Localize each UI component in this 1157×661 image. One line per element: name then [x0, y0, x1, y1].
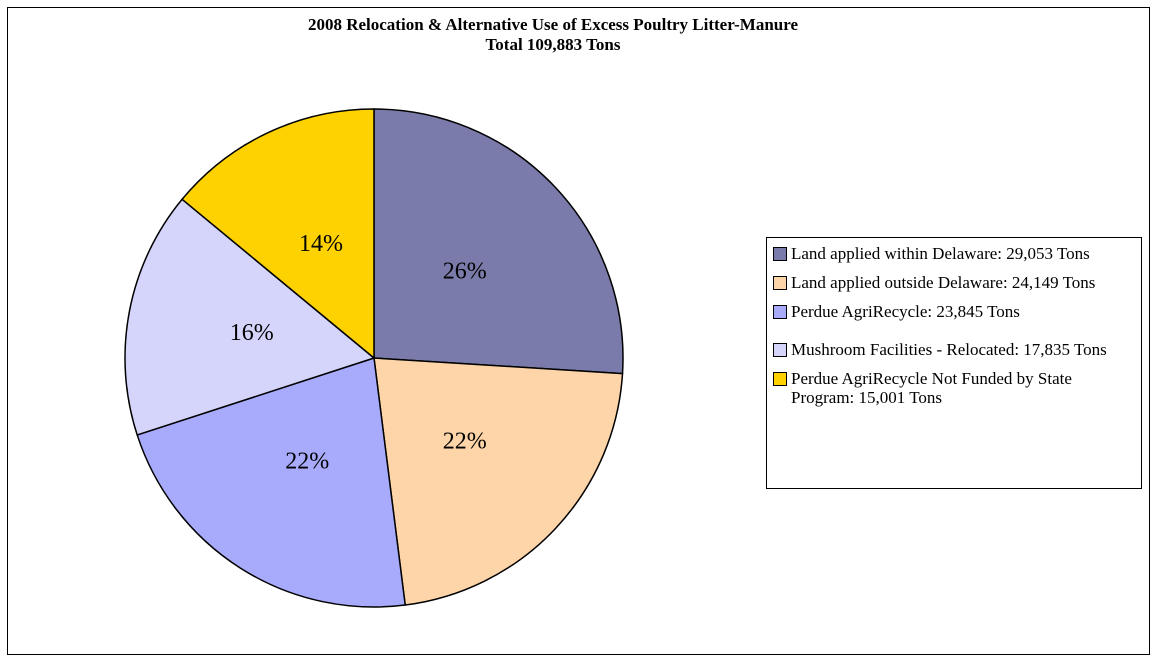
slice-label: 16%	[230, 320, 274, 346]
legend-entry: Land applied within Delaware: 29,053 Ton…	[773, 244, 1135, 263]
pie-slice	[136, 357, 407, 608]
pie-slice	[181, 108, 375, 360]
legend-label: Land applied within Delaware: 29,053 Ton…	[791, 244, 1090, 263]
slice-label: 14%	[299, 231, 343, 257]
legend-label: Perdue AgriRecycle Not Funded by State P…	[791, 369, 1072, 407]
legend-entry: Perdue AgriRecycle: 23,845 Tons	[773, 302, 1135, 321]
slice-label: 22%	[285, 449, 329, 475]
legend-label: Land applied outside Delaware: 24,149 To…	[791, 273, 1096, 292]
slice-label: 26%	[443, 258, 487, 284]
legend-label: Mushroom Facilities - Relocated: 17,835 …	[791, 340, 1107, 359]
legend-entry: Land applied outside Delaware: 24,149 To…	[773, 273, 1135, 292]
legend-entry: Mushroom Facilities - Relocated: 17,835 …	[773, 340, 1135, 359]
slice-label: 22%	[443, 429, 487, 455]
legend-swatch	[773, 343, 787, 357]
legend-label: Perdue AgriRecycle: 23,845 Tons	[791, 302, 1020, 321]
legend: Land applied within Delaware: 29,053 Ton…	[766, 237, 1142, 489]
legend-swatch	[773, 305, 787, 319]
legend-swatch	[773, 247, 787, 261]
frame	[7, 7, 1150, 655]
pie-slice	[373, 357, 624, 606]
legend-swatch	[773, 276, 787, 290]
pie-slice	[124, 198, 376, 436]
legend-swatch	[773, 372, 787, 386]
chart-subtitle: Total 109,883 Tons	[486, 35, 621, 54]
pie-slice	[373, 108, 624, 375]
legend-entry: Perdue AgriRecycle Not Funded by State P…	[773, 369, 1135, 407]
chart-title: 2008 Relocation & Alternative Use of Exc…	[308, 15, 799, 34]
